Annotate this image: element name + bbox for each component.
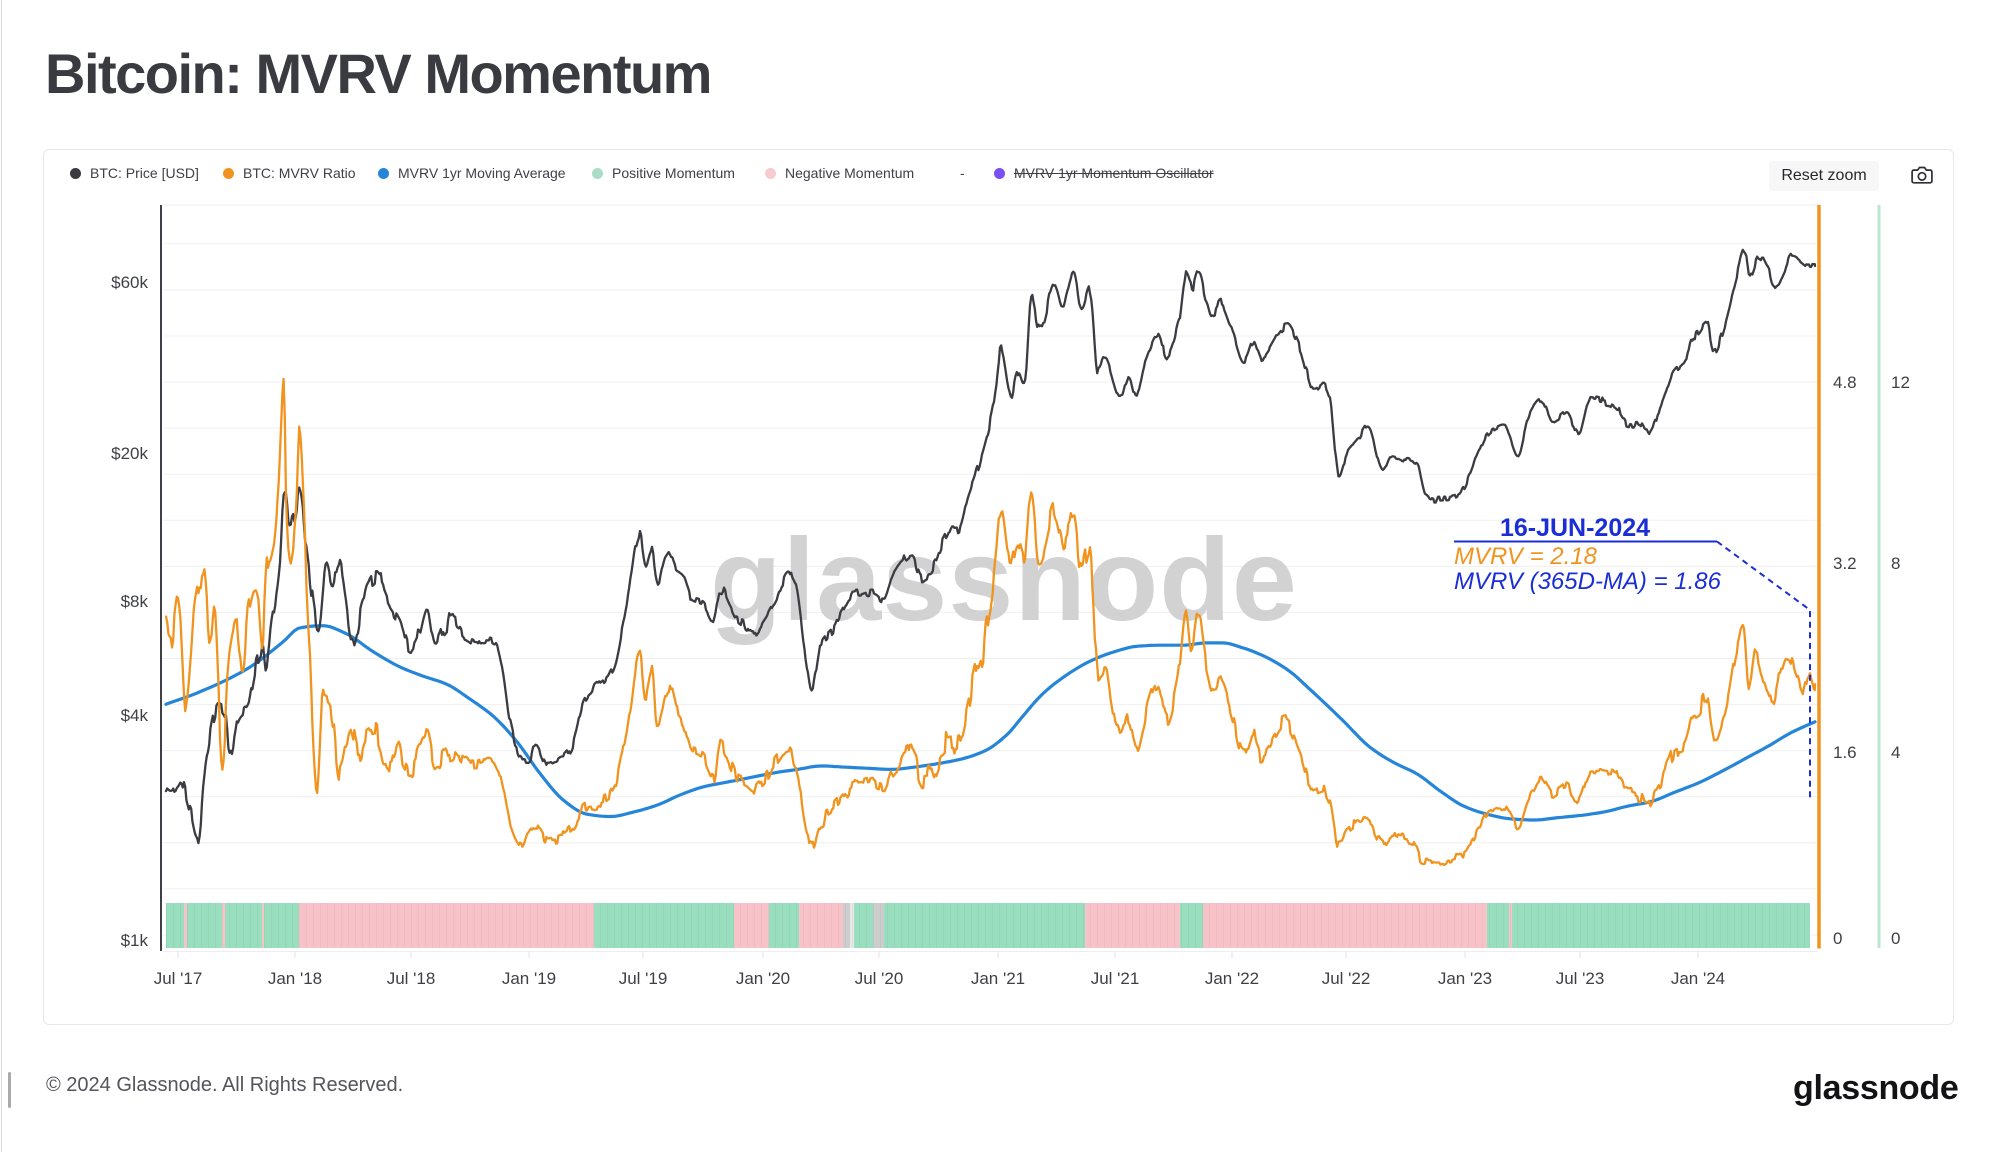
svg-text:MVRV = 2.18: MVRV = 2.18 — [1454, 543, 1598, 570]
svg-text:MVRV (365D-MA) = 1.86: MVRV (365D-MA) = 1.86 — [1454, 568, 1722, 595]
svg-text:Jul '17: Jul '17 — [154, 969, 203, 988]
svg-text:$60k: $60k — [111, 273, 148, 292]
svg-text:Jan '24: Jan '24 — [1671, 969, 1725, 988]
svg-text:0: 0 — [1891, 929, 1900, 948]
svg-text:8: 8 — [1891, 554, 1900, 573]
svg-text:0: 0 — [1833, 929, 1842, 948]
svg-text:Jul '20: Jul '20 — [855, 969, 904, 988]
svg-text:Jan '22: Jan '22 — [1205, 969, 1259, 988]
svg-text:Jan '23: Jan '23 — [1438, 969, 1492, 988]
svg-text:12: 12 — [1891, 373, 1910, 392]
svg-text:3.2: 3.2 — [1833, 554, 1857, 573]
svg-text:Jul '19: Jul '19 — [619, 969, 668, 988]
svg-text:16-JUN-2024: 16-JUN-2024 — [1500, 514, 1650, 542]
svg-text:$20k: $20k — [111, 444, 148, 463]
svg-text:Jul '18: Jul '18 — [387, 969, 436, 988]
svg-text:$4k: $4k — [121, 706, 149, 725]
svg-text:Jan '19: Jan '19 — [502, 969, 556, 988]
svg-text:Jan '20: Jan '20 — [736, 969, 790, 988]
svg-text:Jul '21: Jul '21 — [1091, 969, 1140, 988]
svg-text:4.8: 4.8 — [1833, 373, 1857, 392]
svg-text:1.6: 1.6 — [1833, 743, 1857, 762]
svg-text:Jan '18: Jan '18 — [268, 969, 322, 988]
svg-text:Jul '22: Jul '22 — [1322, 969, 1371, 988]
svg-text:$8k: $8k — [121, 592, 149, 611]
svg-text:4: 4 — [1891, 743, 1900, 762]
svg-text:Jan '21: Jan '21 — [971, 969, 1025, 988]
svg-text:glassnode: glassnode — [710, 514, 1298, 645]
svg-text:$1k: $1k — [121, 931, 149, 950]
svg-text:Jul '23: Jul '23 — [1556, 969, 1605, 988]
